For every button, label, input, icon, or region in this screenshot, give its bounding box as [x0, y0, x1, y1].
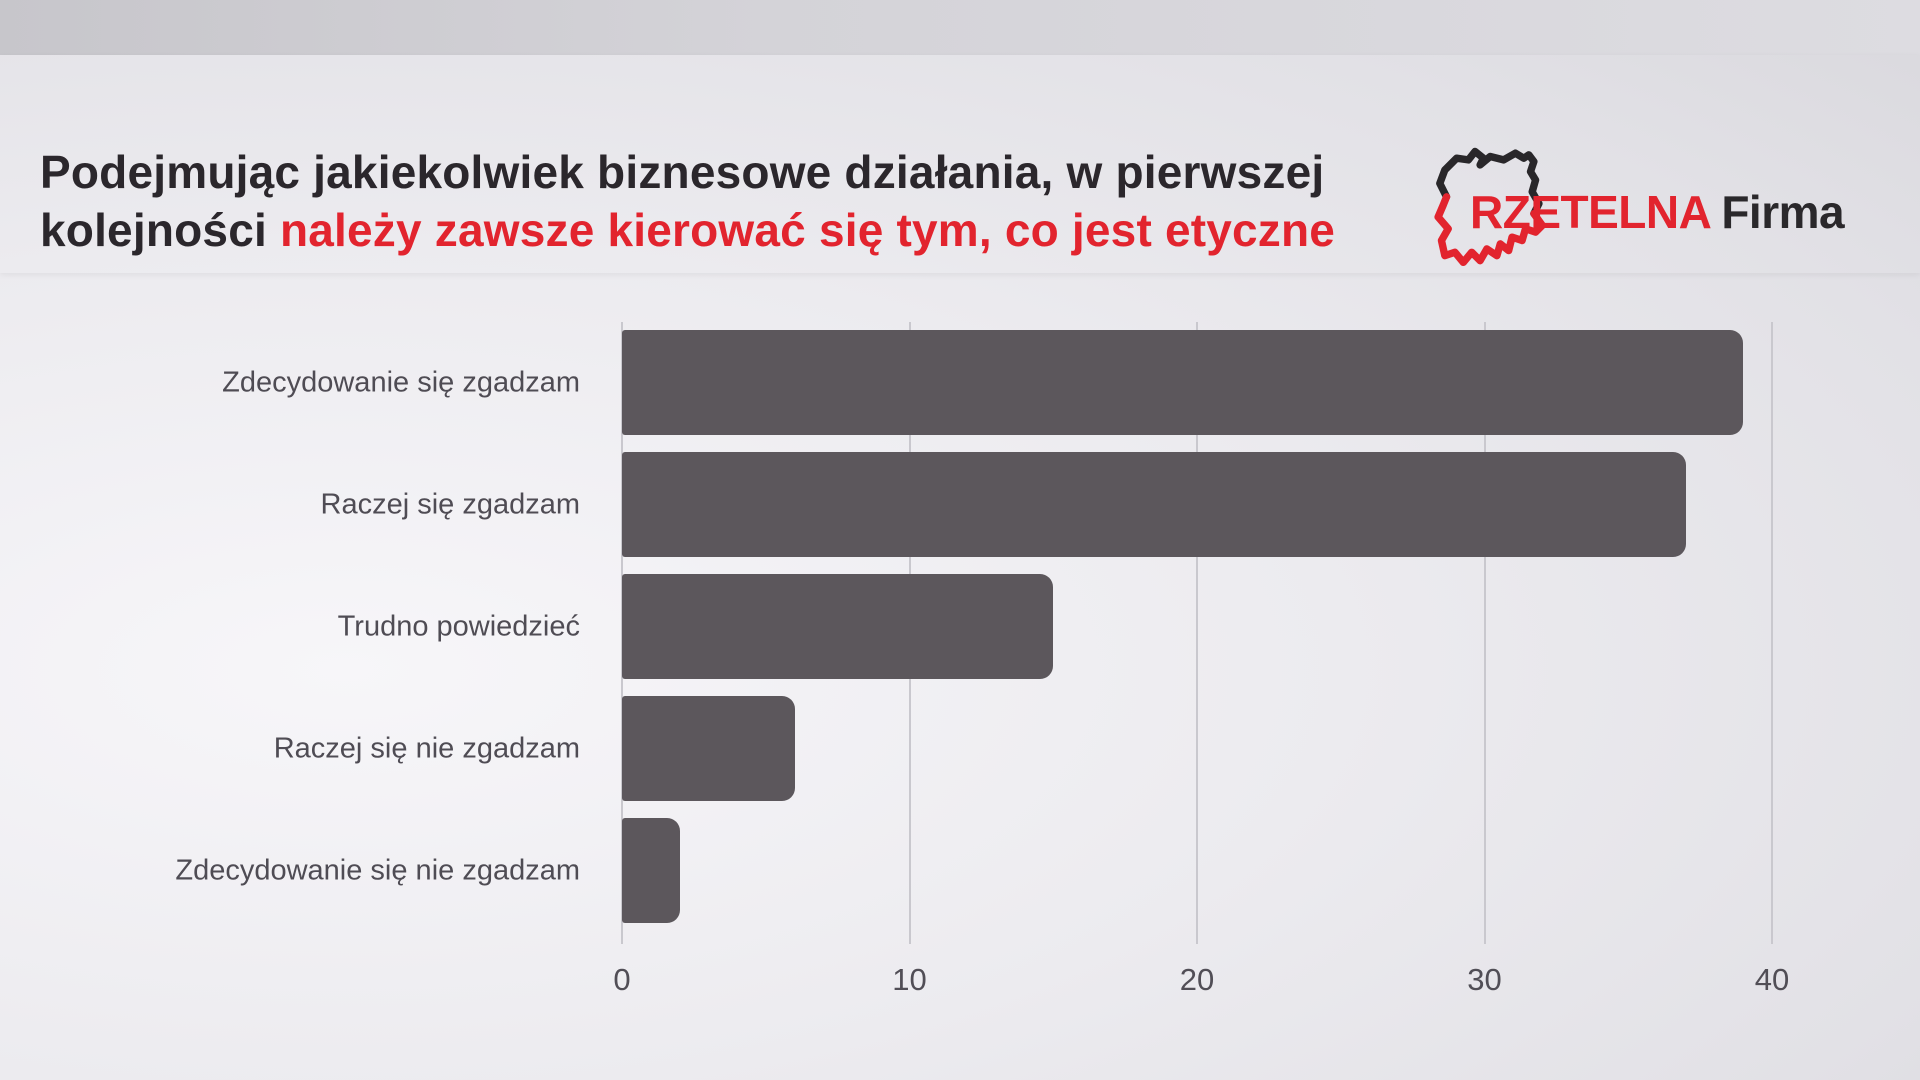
- x-tick-label: 0: [613, 962, 631, 997]
- bar-1: [622, 330, 1744, 435]
- bar-5: [622, 818, 680, 923]
- title-line-1: Podejmując jakiekolwiek biznesowe działa…: [40, 146, 1325, 198]
- bar-2: [622, 452, 1686, 557]
- bar-chart-plot-area: [621, 322, 1773, 944]
- gridline-20: [1196, 322, 1198, 944]
- category-label: Raczej się nie zgadzam: [273, 732, 580, 764]
- bar-3: [622, 574, 1054, 679]
- bar-row: [622, 330, 1772, 435]
- x-tick-label: 40: [1754, 962, 1790, 997]
- bar-4: [622, 696, 795, 801]
- top-accent-strip: [0, 0, 1920, 55]
- rzetelna-firma-logo: RZETELNA Firma: [1418, 133, 1845, 303]
- page-title: Podejmując jakiekolwiek biznesowe działa…: [40, 143, 1380, 259]
- category-label: Trudno powiedzieć: [337, 610, 580, 642]
- gridline-30: [1483, 322, 1486, 944]
- category-label: Zdecydowanie się zgadzam: [222, 366, 580, 398]
- category-axis: Zdecydowanie się zgadzam Raczej się zgadz…: [0, 322, 600, 944]
- title-line-2: kolejności należy zawsze kierować się ty…: [40, 201, 1380, 259]
- x-tick-label: 20: [1179, 962, 1215, 997]
- gridline-40: [1771, 322, 1773, 944]
- logo-wordmark: RZETELNA Firma: [1470, 185, 1845, 239]
- bar-row: [622, 818, 1772, 923]
- category-label: Raczej się zgadzam: [320, 488, 581, 520]
- bar-row: [622, 452, 1772, 557]
- logo-brand-primary: RZETELNA: [1470, 186, 1712, 238]
- title-line-2-prefix: kolejności: [40, 204, 280, 256]
- bar-row: [622, 574, 1772, 679]
- logo-brand-secondary: Firma: [1721, 186, 1845, 238]
- poland-map-outline-icon: [1434, 147, 1546, 267]
- bar-row: [622, 696, 1772, 801]
- header: Podejmując jakiekolwiek biznesowe działa…: [0, 55, 1920, 273]
- value-axis: 0 10 20 30 40: [613, 962, 1789, 1004]
- category-label: Zdecydowanie się nie zgadzam: [175, 854, 580, 886]
- x-tick-label: 30: [1467, 962, 1502, 997]
- title-highlight: należy zawsze kierować się tym, co jest …: [279, 204, 1336, 256]
- x-tick-label: 10: [892, 962, 927, 997]
